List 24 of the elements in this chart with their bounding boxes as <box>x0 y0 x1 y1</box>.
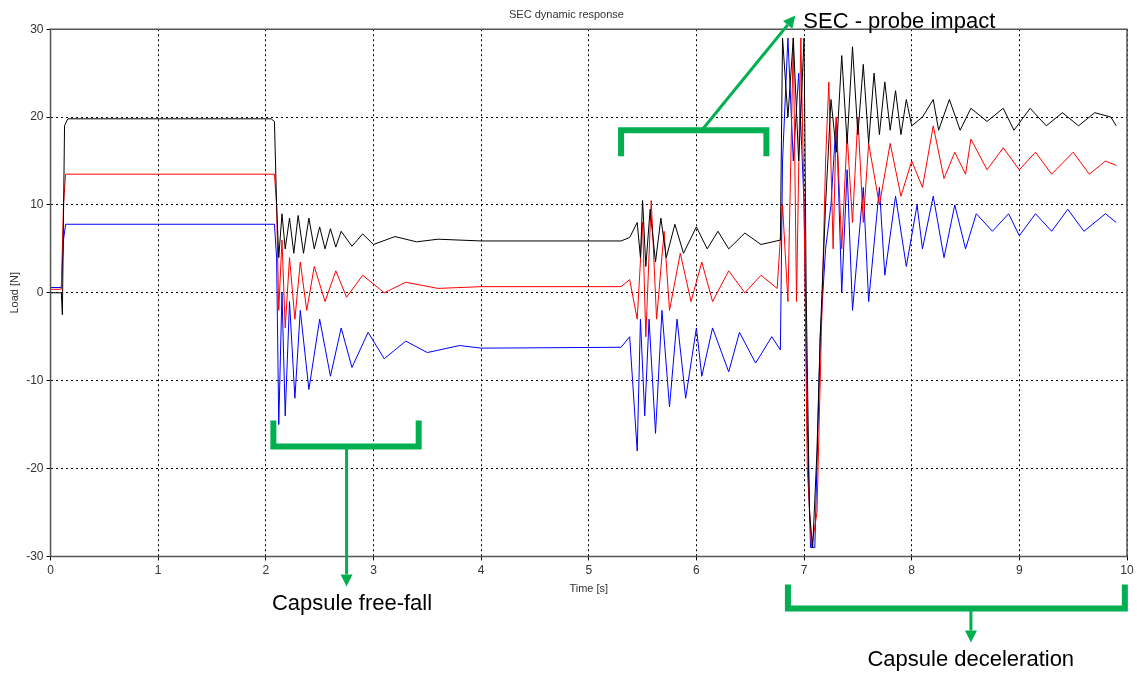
x-tick-label: 6 <box>693 562 701 577</box>
x-tick-label: 0 <box>47 562 55 577</box>
x-tick-label: 8 <box>908 562 916 577</box>
x-tick-label: 1 <box>154 562 162 577</box>
y-tick-label: 30 <box>30 21 44 36</box>
y-tick-label: -30 <box>26 548 44 563</box>
x-axis-title: Time [s] <box>569 582 609 595</box>
y-axis-title: Load [N] <box>7 272 20 314</box>
x-tick-label: 7 <box>800 562 808 577</box>
y-tick-label: 10 <box>30 197 44 212</box>
y-tick-label: 20 <box>30 109 44 124</box>
text: Capsule deceleration <box>867 646 1075 673</box>
x-tick-label: 5 <box>585 562 593 577</box>
y-tick-label: -10 <box>26 372 44 387</box>
x-tick-label: 4 <box>477 562 485 577</box>
x-tick-label: 2 <box>262 562 270 577</box>
y-tick-label: -20 <box>26 460 44 475</box>
chart-title: SEC dynamic response <box>509 7 624 20</box>
x-tick-label: 3 <box>370 562 378 577</box>
y-tick-label: 0 <box>36 285 44 300</box>
x-tick-label: 9 <box>1016 562 1024 577</box>
annotation: SEC - probe impact <box>803 7 996 34</box>
x-tick-label: 10 <box>1120 562 1134 577</box>
text: Capsule free-fall <box>271 590 433 617</box>
